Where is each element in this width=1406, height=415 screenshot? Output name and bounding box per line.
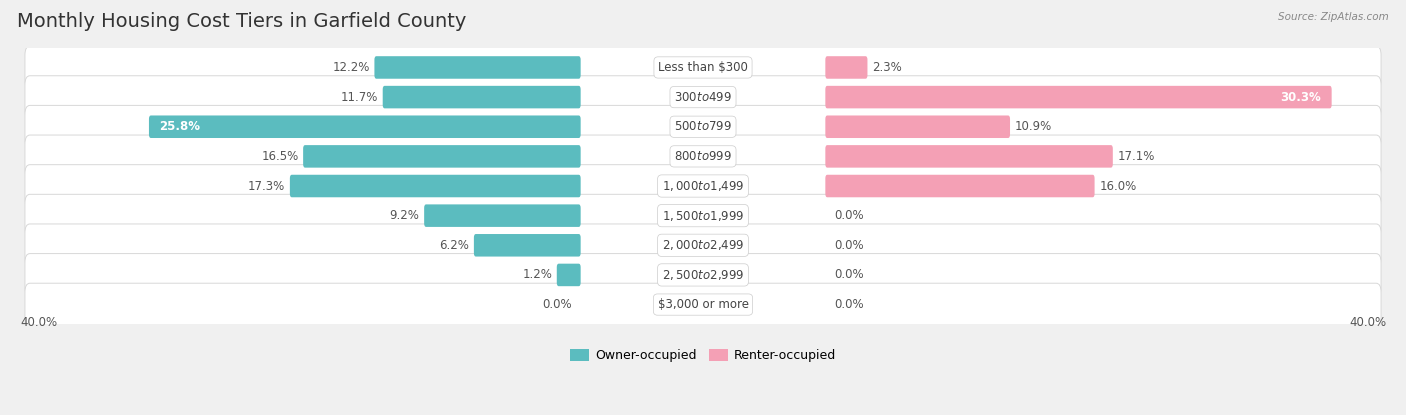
FancyBboxPatch shape: [25, 283, 1381, 326]
FancyBboxPatch shape: [474, 234, 581, 256]
Text: $500 to $799: $500 to $799: [673, 120, 733, 133]
FancyBboxPatch shape: [25, 105, 1381, 148]
Text: $1,500 to $1,999: $1,500 to $1,999: [662, 209, 744, 223]
FancyBboxPatch shape: [25, 254, 1381, 296]
Text: 40.0%: 40.0%: [20, 316, 58, 329]
Text: 16.5%: 16.5%: [262, 150, 298, 163]
Text: $300 to $499: $300 to $499: [673, 90, 733, 104]
Text: $3,000 or more: $3,000 or more: [658, 298, 748, 311]
Text: $2,500 to $2,999: $2,500 to $2,999: [662, 268, 744, 282]
Text: 10.9%: 10.9%: [1015, 120, 1052, 133]
FancyBboxPatch shape: [825, 56, 868, 79]
Text: 0.0%: 0.0%: [834, 209, 863, 222]
Text: Monthly Housing Cost Tiers in Garfield County: Monthly Housing Cost Tiers in Garfield C…: [17, 12, 467, 32]
Text: 30.3%: 30.3%: [1281, 90, 1322, 104]
FancyBboxPatch shape: [25, 135, 1381, 178]
Text: 40.0%: 40.0%: [1348, 316, 1386, 329]
FancyBboxPatch shape: [825, 175, 1095, 197]
FancyBboxPatch shape: [25, 76, 1381, 118]
Legend: Owner-occupied, Renter-occupied: Owner-occupied, Renter-occupied: [565, 344, 841, 367]
FancyBboxPatch shape: [25, 224, 1381, 266]
Text: 0.0%: 0.0%: [834, 239, 863, 252]
Text: 17.1%: 17.1%: [1118, 150, 1154, 163]
Text: 17.3%: 17.3%: [247, 180, 285, 193]
FancyBboxPatch shape: [374, 56, 581, 79]
Text: 0.0%: 0.0%: [543, 298, 572, 311]
FancyBboxPatch shape: [825, 145, 1112, 168]
FancyBboxPatch shape: [25, 194, 1381, 237]
Text: 16.0%: 16.0%: [1099, 180, 1136, 193]
Text: Source: ZipAtlas.com: Source: ZipAtlas.com: [1278, 12, 1389, 22]
Text: 12.2%: 12.2%: [332, 61, 370, 74]
Text: 0.0%: 0.0%: [834, 269, 863, 281]
FancyBboxPatch shape: [825, 115, 1010, 138]
FancyBboxPatch shape: [25, 165, 1381, 208]
Text: 9.2%: 9.2%: [389, 209, 419, 222]
Text: $1,000 to $1,499: $1,000 to $1,499: [662, 179, 744, 193]
FancyBboxPatch shape: [304, 145, 581, 168]
FancyBboxPatch shape: [825, 86, 1331, 108]
Text: Less than $300: Less than $300: [658, 61, 748, 74]
Text: 6.2%: 6.2%: [439, 239, 470, 252]
Text: 2.3%: 2.3%: [872, 61, 901, 74]
FancyBboxPatch shape: [290, 175, 581, 197]
FancyBboxPatch shape: [382, 86, 581, 108]
FancyBboxPatch shape: [25, 46, 1381, 89]
Text: 0.0%: 0.0%: [834, 298, 863, 311]
FancyBboxPatch shape: [149, 115, 581, 138]
Text: 1.2%: 1.2%: [522, 269, 553, 281]
Text: 11.7%: 11.7%: [340, 90, 378, 104]
Text: $800 to $999: $800 to $999: [673, 150, 733, 163]
Text: $2,000 to $2,499: $2,000 to $2,499: [662, 238, 744, 252]
FancyBboxPatch shape: [425, 205, 581, 227]
Text: 25.8%: 25.8%: [159, 120, 200, 133]
FancyBboxPatch shape: [557, 264, 581, 286]
